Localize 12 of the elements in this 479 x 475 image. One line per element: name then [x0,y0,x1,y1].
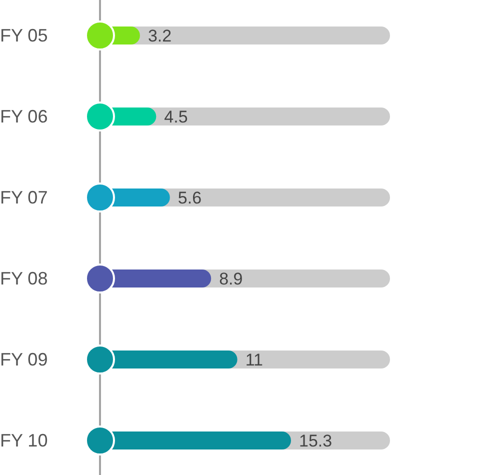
data-label: 3.2 [148,26,172,46]
y-tick-label: FY 06 [0,106,48,126]
y-tick-label: FY 05 [0,25,48,46]
y-tick-label: FY 09 [0,349,48,370]
data-label: 11 [245,350,263,370]
data-label: 4.5 [164,107,188,126]
y-tick-label: FY 10 [0,430,48,450]
data-label: 8.9 [219,269,243,288]
y-tick-label: FY 08 [0,268,48,288]
y-tick-label: FY 07 [0,187,48,208]
data-label: 15.3 [299,431,332,450]
data-label: 5.6 [178,188,202,208]
